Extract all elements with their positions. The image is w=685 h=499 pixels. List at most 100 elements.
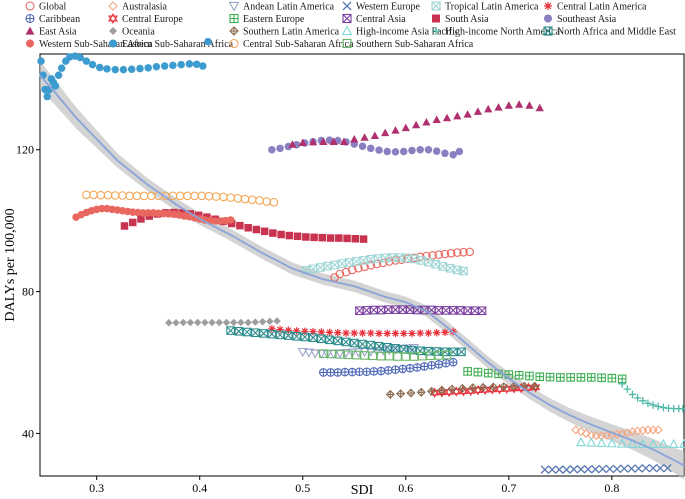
point-western-europe-10 bbox=[612, 464, 622, 474]
series-western-europe bbox=[540, 463, 672, 474]
point-east-asia-5 bbox=[339, 137, 349, 145]
point-north-africa-and-middle-east-28 bbox=[457, 347, 466, 357]
point-high-income-north-america-2 bbox=[628, 390, 637, 399]
point-caribbean-9 bbox=[383, 366, 393, 375]
point-south-asia-25 bbox=[326, 234, 335, 242]
point-central-sub-saharan-africa-18 bbox=[211, 192, 221, 201]
x-tick-label: 0.6 bbox=[398, 481, 413, 495]
point-central-latin-america-0 bbox=[268, 325, 276, 333]
point-east-asia-2 bbox=[308, 137, 318, 146]
point-oceania-13 bbox=[258, 317, 267, 326]
point-east-asia-4 bbox=[329, 137, 338, 145]
point-central-latin-america-17 bbox=[408, 329, 416, 338]
point-western-sub-saharan-africa-13 bbox=[139, 209, 147, 217]
legend-item-global: Global bbox=[25, 1, 66, 13]
point-south-asia-24 bbox=[318, 233, 327, 242]
point-central-asia-12 bbox=[441, 306, 451, 315]
point-central-asia-11 bbox=[434, 306, 444, 315]
point-southeast-asia-12 bbox=[367, 144, 375, 153]
point-north-africa-and-middle-east-3 bbox=[251, 328, 260, 338]
point-caribbean-7 bbox=[369, 367, 379, 376]
legend-marker bbox=[543, 26, 553, 36]
point-north-africa-and-middle-east-14 bbox=[341, 337, 351, 347]
point-caribbean-18 bbox=[448, 357, 458, 367]
point-central-asia-2 bbox=[369, 305, 379, 315]
legend-label: South Asia bbox=[445, 14, 489, 25]
point-australasia-16 bbox=[653, 425, 663, 435]
legend-item-southeast-asia: Southeast Asia bbox=[544, 14, 617, 25]
trend-confidence-band bbox=[40, 61, 684, 480]
point-east-asia-19 bbox=[484, 104, 493, 113]
point-southern-sub-saharan-africa-14 bbox=[434, 351, 444, 360]
point-east-asia-17 bbox=[463, 110, 472, 118]
point-south-asia-18 bbox=[269, 229, 277, 237]
point-north-africa-and-middle-east-4 bbox=[259, 329, 268, 338]
point-central-sub-saharan-africa-25 bbox=[262, 197, 271, 206]
legend-item-central-europe: Central Europe bbox=[108, 13, 183, 25]
point-western-europe-8 bbox=[598, 464, 607, 474]
point-central-sub-saharan-africa-4 bbox=[110, 191, 120, 200]
legend-marker bbox=[432, 27, 440, 35]
plot-area bbox=[37, 37, 685, 480]
point-central-latin-america-5 bbox=[309, 327, 317, 336]
point-eastern-europe-8 bbox=[545, 372, 555, 382]
point-caribbean-4 bbox=[347, 367, 357, 377]
point-oceania-12 bbox=[251, 318, 260, 326]
point-north-africa-and-middle-east-7 bbox=[284, 331, 293, 340]
point-central-sub-saharan-africa-0 bbox=[82, 190, 91, 200]
point-north-africa-and-middle-east-20 bbox=[391, 344, 400, 353]
point-tropical-latin-america-2 bbox=[315, 263, 325, 272]
point-southern-sub-saharan-africa-9 bbox=[393, 352, 402, 361]
point-central-asia-15 bbox=[463, 306, 472, 316]
point-north-africa-and-middle-east-16 bbox=[358, 339, 367, 349]
point-east-asia-9 bbox=[381, 128, 390, 137]
series-southern-latin-america bbox=[385, 381, 540, 399]
legend-label: Western Europe bbox=[356, 2, 420, 13]
point-eastern-europe-0 bbox=[463, 367, 472, 376]
point-central-sub-saharan-africa-8 bbox=[139, 191, 149, 201]
point-eastern-sub-saharan-africa-22 bbox=[144, 64, 152, 72]
point-tropical-latin-america-5 bbox=[337, 259, 347, 268]
point-high-income-asia-pacific-7 bbox=[648, 438, 659, 449]
point-high-income-north-america-3 bbox=[633, 394, 642, 402]
point-southern-sub-saharan-africa-6 bbox=[368, 351, 378, 361]
point-central-sub-saharan-africa-16 bbox=[197, 191, 207, 201]
legend-marker bbox=[25, 13, 35, 24]
point-south-asia-7 bbox=[178, 209, 186, 217]
point-southeast-asia-13 bbox=[375, 146, 383, 154]
point-western-europe-1 bbox=[547, 465, 557, 474]
point-north-africa-and-middle-east-18 bbox=[374, 341, 384, 351]
point-western-sub-saharan-africa-27 bbox=[211, 217, 219, 225]
point-central-latin-america-21 bbox=[441, 328, 449, 337]
x-tick-label: 0.7 bbox=[501, 481, 516, 495]
point-southern-latin-america-8 bbox=[468, 383, 478, 393]
point-south-asia-19 bbox=[277, 230, 285, 239]
point-east-asia-8 bbox=[370, 131, 380, 139]
point-southeast-asia-18 bbox=[416, 145, 424, 154]
point-south-asia-27 bbox=[343, 234, 351, 243]
point-southeast-asia-22 bbox=[449, 150, 457, 159]
legend-label: Southern Latin America bbox=[243, 27, 340, 38]
point-western-europe-14 bbox=[641, 463, 651, 473]
legend-item-western-europe: Western Europe bbox=[342, 2, 420, 13]
point-southeast-asia-21 bbox=[441, 149, 449, 158]
point-global-19 bbox=[446, 248, 456, 258]
point-high-income-asia-pacific-4 bbox=[617, 438, 628, 448]
point-global-12 bbox=[403, 254, 413, 263]
point-central-latin-america-3 bbox=[292, 327, 301, 335]
legend-marker bbox=[109, 27, 117, 35]
point-global-2 bbox=[341, 267, 351, 277]
x-axis-title: SDI bbox=[351, 483, 374, 498]
point-high-income-north-america-5 bbox=[644, 399, 652, 408]
point-eastern-sub-saharan-africa-7 bbox=[51, 82, 60, 90]
point-eastern-sub-saharan-africa-21 bbox=[136, 64, 144, 73]
point-south-asia-17 bbox=[260, 227, 269, 236]
legend-label: Central Europe bbox=[122, 14, 183, 25]
point-australasia-1 bbox=[576, 427, 586, 437]
point-north-africa-and-middle-east-10 bbox=[308, 333, 318, 342]
point-high-income-asia-pacific-5 bbox=[627, 438, 638, 449]
point-oceania-10 bbox=[237, 318, 245, 327]
x-tick-label: 0.4 bbox=[192, 481, 207, 495]
point-southern-latin-america-3 bbox=[416, 387, 426, 397]
point-south-asia-0 bbox=[120, 222, 129, 230]
